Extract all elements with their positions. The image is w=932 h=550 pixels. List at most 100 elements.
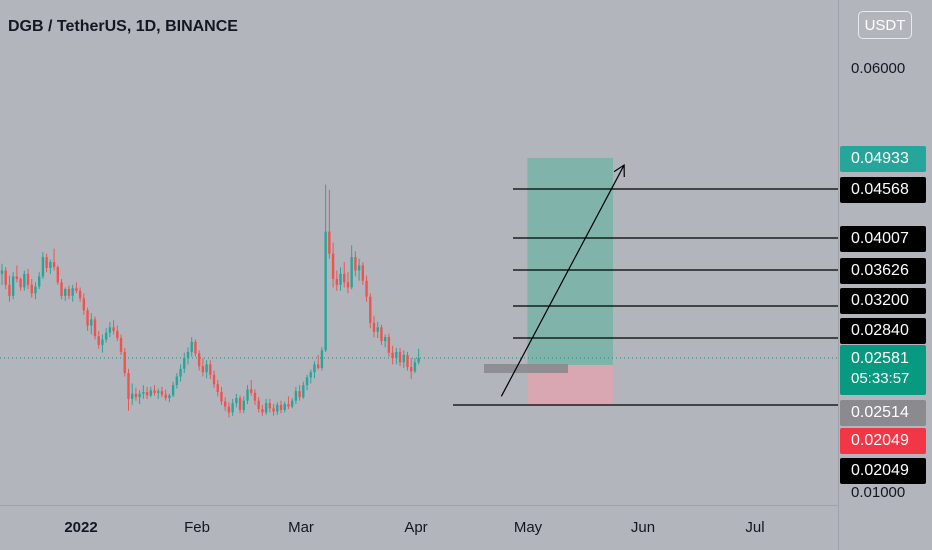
candle-body [279,404,283,410]
candle-body [131,393,134,399]
candle-body [406,354,409,368]
trend-arrow-head [613,163,625,178]
candle-body [343,273,346,283]
candle-body [272,408,275,412]
currency-button[interactable]: USDT [858,11,912,39]
candle-body [339,273,342,285]
candle-body [380,327,383,342]
candle-body [201,366,205,373]
level-tag: 0.02049 [840,458,926,484]
candle-body [317,364,320,368]
candle-body [320,350,324,368]
candle-body [38,276,41,287]
candle-body [220,392,223,402]
candle-body [354,257,357,271]
candle-body [175,376,179,386]
time-axis-tick: May [513,519,543,536]
candle-body [186,351,190,359]
candle-body [8,284,11,296]
level-tag: 0.03200 [840,288,926,314]
candle-body [119,338,123,352]
candle-body [369,296,372,323]
candle-body [417,358,420,363]
candle-body [309,372,312,378]
candle-body [82,298,86,311]
candle-body [216,384,219,393]
candle-body [246,389,249,401]
candle-body [183,358,186,369]
candle-body [383,337,387,342]
candle-body [238,398,242,410]
candle-body [227,406,231,413]
candle-body [45,257,48,268]
time-axis-tick: 2022 [64,519,98,536]
candle-body [365,280,368,297]
candle-body [153,390,156,393]
candle-body [157,391,160,393]
candle-body [149,390,152,396]
candle-body [168,395,171,399]
candle-body [190,341,193,352]
level-tag: 0.04007 [840,226,926,252]
level-tag: 0.04568 [840,177,926,203]
time-axis-separator [0,505,838,506]
candle-body [328,231,331,254]
candle-body [305,377,309,386]
candle-body [52,262,56,268]
candle-body [123,351,126,374]
candle-body [179,368,182,377]
candle-body [350,257,353,288]
candle-body [145,392,149,396]
candle-body [298,391,301,398]
current-price-tag: 0.02581 05:33:57 [840,345,926,395]
candle-body [49,262,52,268]
candle-body [171,385,175,396]
candle-body [324,231,327,351]
candle-body [294,391,298,401]
target-zone [527,158,613,365]
candle-body [116,330,119,338]
candle-body [160,391,164,395]
candle-body [402,354,405,363]
candle-body [108,327,112,333]
candle-body [302,385,305,398]
candle-body [257,400,260,410]
trend-arrow-line [500,164,625,397]
bar-countdown: 05:33:57 [851,370,910,387]
candle-body [138,393,141,398]
candle-body [331,253,335,279]
candle-body [395,351,398,359]
chart-title: DGB / TetherUS, 1D, BINANCE [8,18,238,35]
candle-body [97,336,100,345]
candle-body [250,389,253,393]
candle-body [410,367,413,372]
candle-body [398,351,402,363]
candle-body [90,319,93,326]
candle-body [231,403,234,413]
time-axis-tick: Mar [288,519,314,536]
time-axis-tick: Feb [184,519,210,536]
candle-body [101,339,104,345]
candle-body [60,282,63,296]
candle-body [224,401,227,407]
price-axis-tick: 0.01000 [851,484,906,501]
candle-body [26,273,30,285]
candle-body [212,374,216,385]
candle-body [376,327,379,332]
level-tag: 0.02840 [840,318,926,344]
candle-body [11,276,15,296]
candle-body [205,364,208,373]
candle-body [71,288,74,296]
candle-body [209,364,212,375]
stop-price-tag: 0.02049 [840,428,926,454]
level-tag: 0.03626 [840,258,926,284]
candle-body [78,290,82,299]
candle-body [335,278,338,285]
candle-body [357,265,361,271]
candle-body [264,403,268,413]
candle-body [290,400,294,407]
candle-body [387,337,391,353]
candle-body [34,286,37,294]
price-axis-separator [838,0,839,550]
